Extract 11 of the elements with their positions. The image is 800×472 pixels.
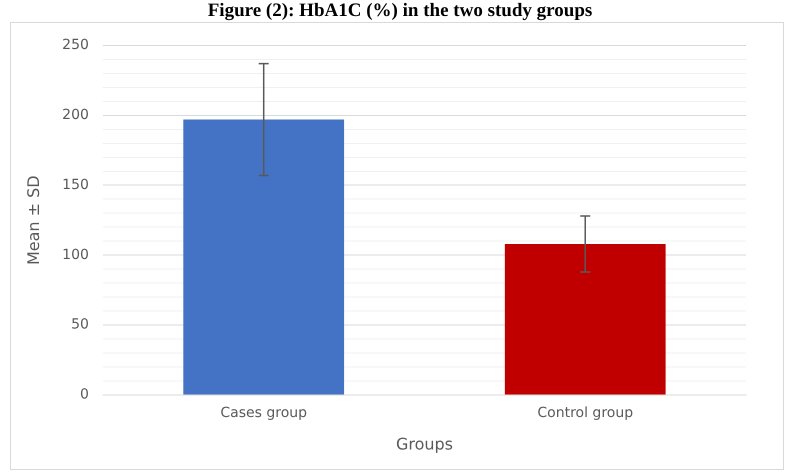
x-axis-title: Groups	[396, 434, 453, 454]
x-tick-label: Cases group	[220, 405, 308, 422]
x-tick-label: Control group	[537, 405, 634, 422]
y-tick-label: 0	[80, 386, 89, 403]
y-tick-label: 250	[62, 37, 89, 54]
y-tick-label: 150	[62, 176, 89, 193]
y-tick-label: 200	[62, 106, 89, 123]
y-tick-label: 50	[71, 316, 89, 333]
y-axis-title: Mean ± SD	[24, 175, 43, 266]
chart-title: Figure (2): HbA1C (%) in the two study groups	[206, 0, 594, 22]
y-tick-label: 100	[62, 246, 89, 263]
